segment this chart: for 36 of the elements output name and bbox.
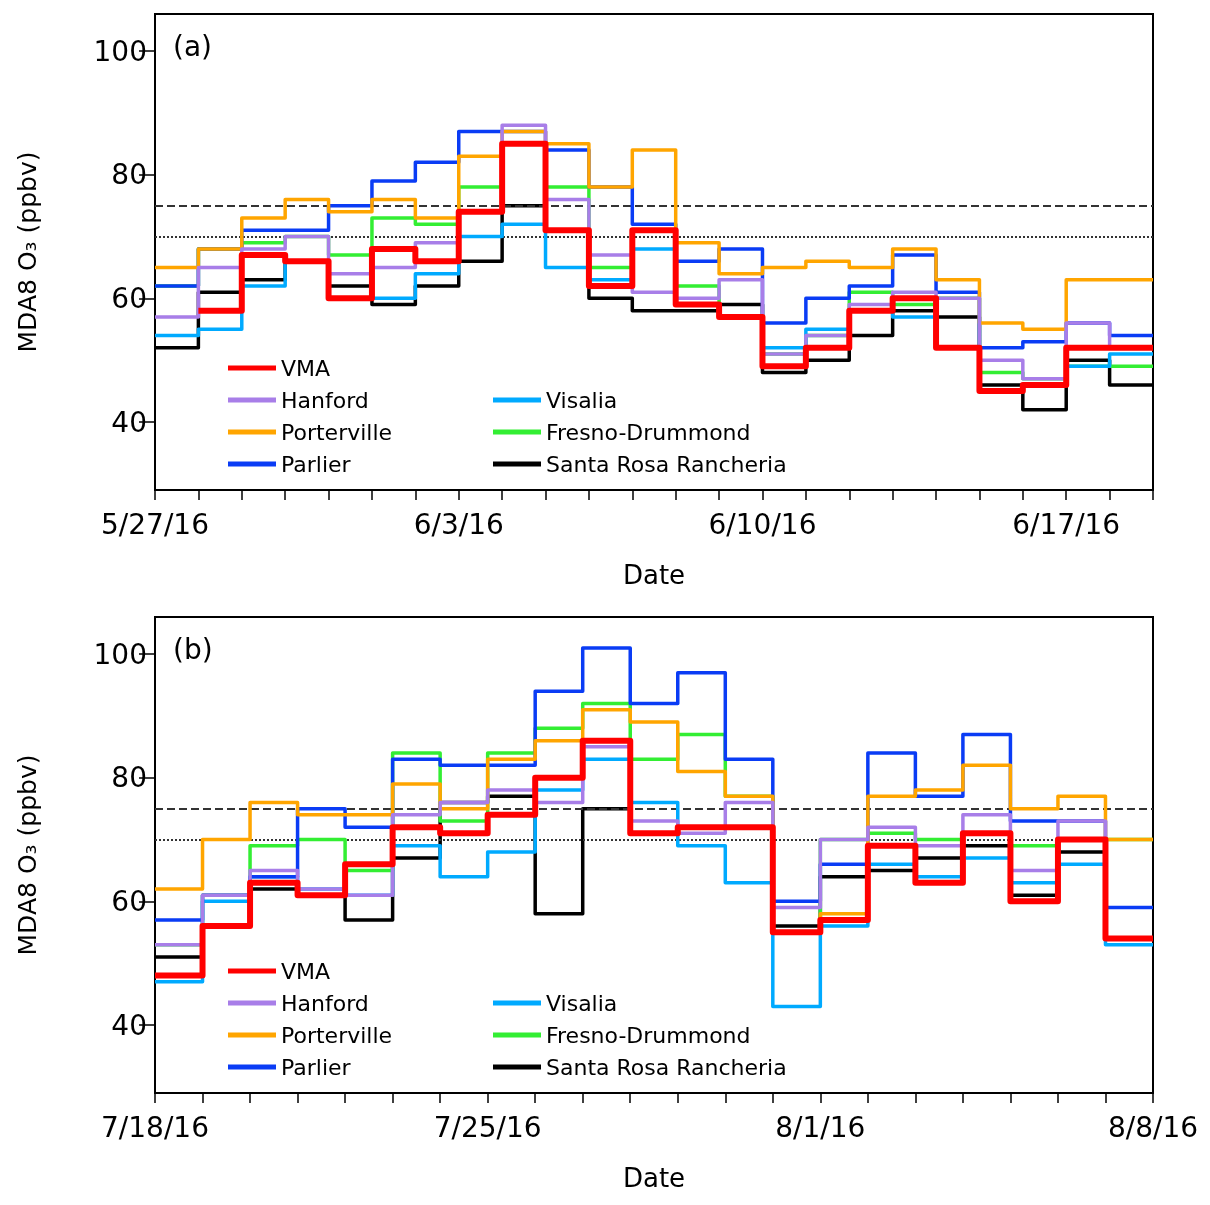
legend-label: Fresno-Drummond (546, 419, 751, 445)
legend-label: Hanford (281, 387, 369, 413)
legend-label: Porterville (281, 1022, 393, 1047)
legend-label: Santa Rosa Rancheria (546, 1054, 787, 1079)
y-tick-label: 100 (93, 34, 147, 68)
annotation: (a) (173, 29, 213, 63)
y-tick-label: 60 (111, 281, 147, 315)
y-tick-label: 80 (111, 158, 147, 192)
legend-label: Hanford (281, 990, 369, 1015)
y-tick-label: 40 (111, 1008, 147, 1041)
y-tick-label: 100 (93, 637, 147, 671)
legend-label: VMA (281, 355, 331, 381)
legend-label: Parlier (281, 451, 352, 477)
legend-label: Visalia (546, 990, 618, 1015)
annotation: (b) (173, 632, 213, 665)
x-tick-label: 8/1/16 (775, 1110, 866, 1143)
y-tick-label: 60 (111, 884, 147, 918)
y-tick-label: 40 (111, 405, 147, 439)
legend-label: Fresno-Drummond (546, 1022, 751, 1047)
legend-label: Santa Rosa Rancheria (546, 451, 787, 477)
x-axis-title: Date (622, 560, 686, 590)
x-axis-title: Date (622, 1162, 686, 1193)
y-axis-title: MDA8 O₃ (ppbv) (13, 754, 42, 955)
legend-label: Porterville (281, 419, 393, 445)
legend-label: Parlier (281, 1054, 352, 1079)
x-tick-label: 6/17/16 (1012, 507, 1121, 541)
x-tick-label: 5/27/16 (101, 507, 209, 541)
y-axis-title: MDA8 O₃ (ppbv) (13, 151, 42, 353)
x-tick-label: 7/25/16 (433, 1110, 542, 1143)
x-tick-label: 8/8/16 (1107, 1110, 1199, 1143)
x-tick-label: 7/18/16 (101, 1110, 209, 1143)
y-tick-label: 80 (111, 760, 147, 794)
legend-label: Visalia (546, 387, 618, 413)
x-tick-label: 6/3/16 (413, 507, 504, 541)
legend-label: VMA (281, 958, 331, 983)
x-tick-label: 6/10/16 (708, 507, 817, 541)
